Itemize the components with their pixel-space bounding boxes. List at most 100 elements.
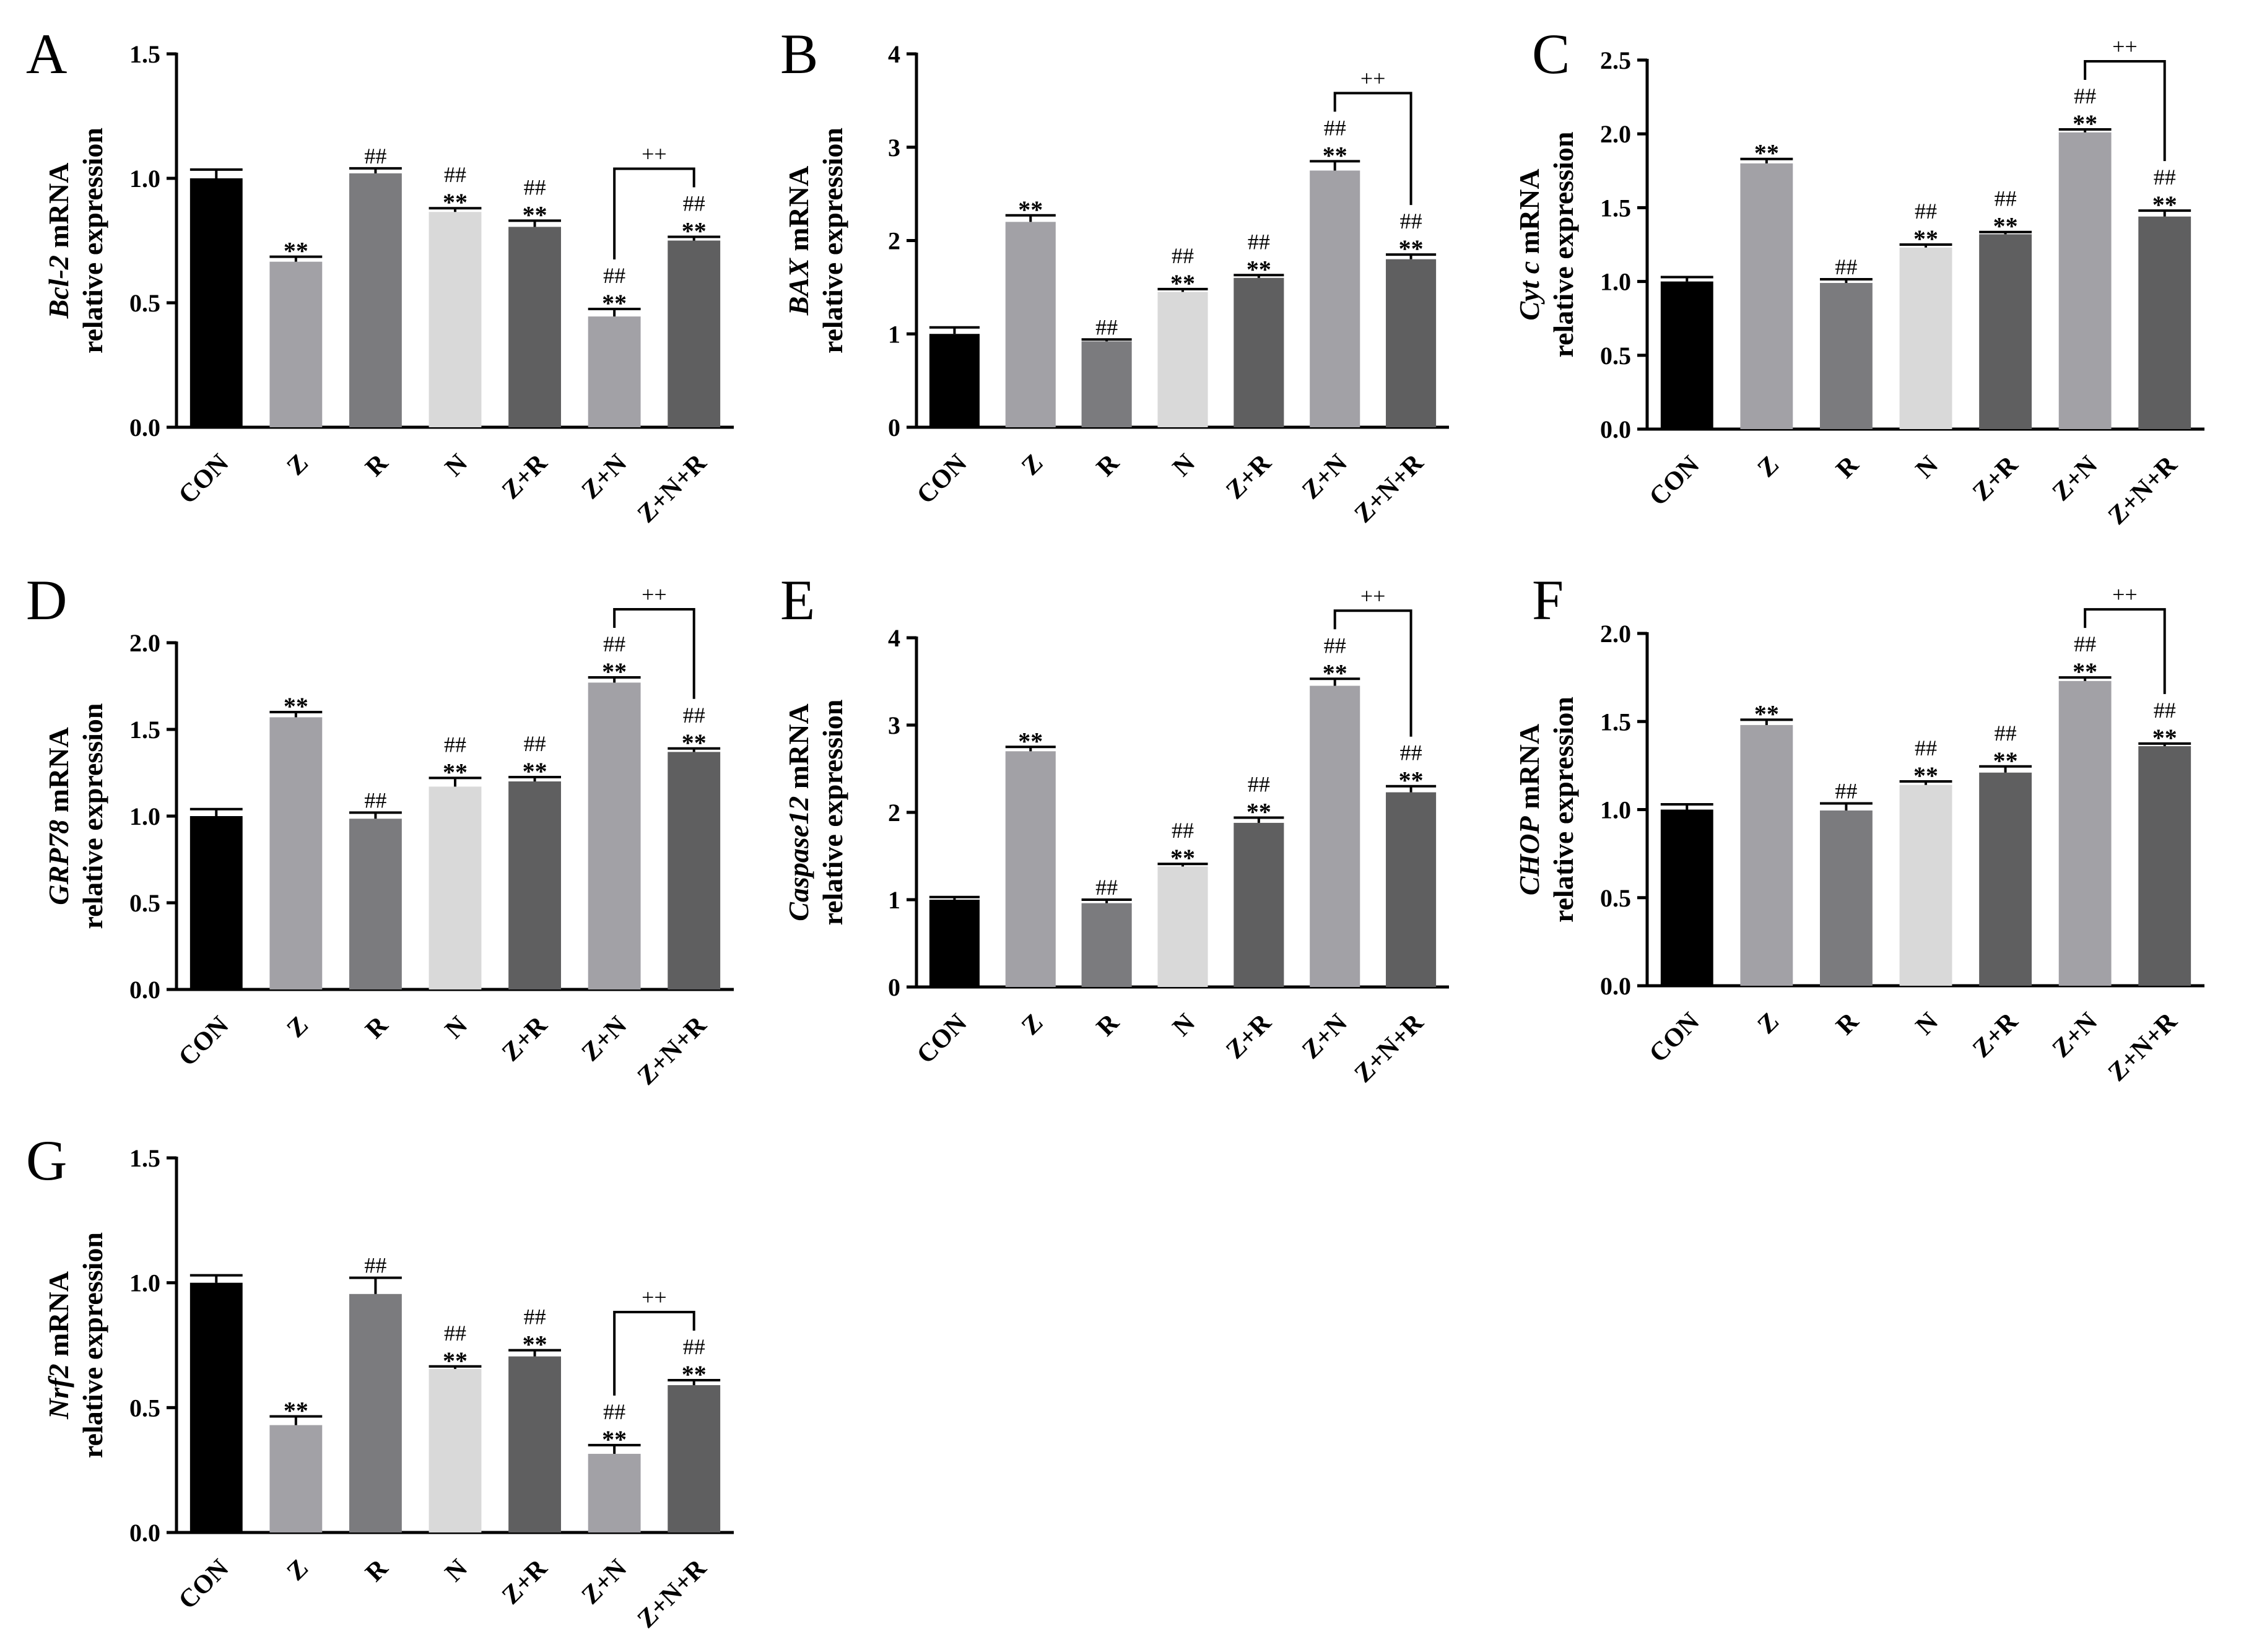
y-axis-label: Caspase12 mRNA [783, 703, 814, 921]
y-axis-label-line2: relative expression [1547, 697, 1579, 923]
category-label: Z+R [1221, 1008, 1277, 1064]
panel-letter: B [780, 22, 818, 85]
y-axis-label-suffix: mRNA [1513, 724, 1545, 816]
panel-f: F 0.0 0.5 1.0 1.5 2.0 CHOP mRNA relative expres… [1513, 568, 2204, 1087]
significance-stars: ** [1170, 269, 1195, 297]
significance-stars: ** [1993, 747, 2018, 775]
category-label: CON [173, 449, 235, 510]
significance-stars: ** [1754, 139, 1779, 167]
category-label: Z+N+R [1349, 1008, 1430, 1089]
bar-z [269, 261, 323, 427]
bracket-label: ++ [642, 141, 667, 166]
significance-stars: ** [1399, 235, 1424, 263]
significance-hashes: ## [364, 1253, 386, 1278]
category-label: CON [1644, 1007, 1705, 1069]
y-tick-label: 1.5 [1600, 194, 1631, 222]
y-tick-label: 0.5 [1600, 884, 1631, 912]
significance-stars: ** [1913, 762, 1938, 789]
category-label: CON [912, 449, 973, 510]
significance-stars: ** [443, 758, 468, 786]
y-tick-label: 1 [888, 320, 900, 348]
category-label: CON [173, 1554, 235, 1615]
category-label: R [1091, 448, 1125, 482]
significance-stars: ** [1170, 844, 1195, 872]
category-label: R [1831, 1007, 1865, 1040]
category-label: N [440, 449, 473, 482]
bar-z-n-r [668, 1385, 721, 1532]
bar-con [929, 334, 980, 427]
y-tick-label: 0.0 [129, 414, 160, 441]
significance-stars: ** [2073, 658, 2097, 685]
y-tick-label: 1 [888, 886, 900, 914]
significance-hashes: ## [1172, 818, 1194, 843]
comparison-bracket [613, 608, 695, 699]
significance-hashes: ## [364, 788, 386, 812]
y-tick-label: 1.0 [129, 1269, 160, 1297]
bar-z-n-r [1386, 792, 1437, 987]
bar-r [1081, 903, 1132, 987]
y-tick-label: 1.5 [129, 716, 160, 744]
category-label: Z+N [1297, 449, 1353, 505]
significance-hashes: ## [444, 732, 466, 757]
y-axis-label-suffix: mRNA [783, 703, 814, 796]
y-axis-label-suffix: mRNA [1513, 168, 1545, 261]
comparison-bracket [1333, 609, 1412, 737]
significance-stars: ** [1018, 196, 1043, 224]
y-tick-label: 0.0 [129, 976, 160, 1004]
bar-n [1157, 866, 1208, 987]
bar-z-r [508, 781, 561, 989]
panel-letter: D [26, 568, 67, 632]
bar-con [1660, 809, 1713, 986]
y-tick-label: 2 [888, 227, 900, 255]
panel-letter: C [1532, 22, 1570, 85]
bar-z [1740, 724, 1793, 986]
bar-z-n [588, 316, 641, 427]
category-label: Z+N+R [632, 448, 713, 529]
bar-n [1157, 292, 1208, 427]
bar-z-r [508, 1356, 561, 1532]
comparison-bracket [2084, 608, 2166, 694]
significance-hashes: ## [603, 263, 625, 288]
comparison-bracket [1333, 92, 1412, 206]
significance-hashes: ## [364, 144, 386, 168]
bar-z-r [508, 227, 561, 427]
significance-stars: ** [2152, 191, 2177, 219]
category-label: Z [1016, 449, 1048, 481]
significance-hashes: ## [2074, 84, 2096, 108]
bar-z [1740, 163, 1793, 429]
comparison-bracket [613, 167, 695, 260]
significance-stars: ** [2152, 724, 2177, 752]
significance-hashes: ## [1400, 741, 1422, 765]
bar-con [189, 178, 243, 427]
bar-n [429, 212, 482, 427]
y-tick-label: 4 [888, 40, 900, 68]
y-tick-label: 0.0 [1600, 415, 1631, 443]
category-label: Z+N+R [632, 1011, 713, 1091]
significance-hashes: ## [1400, 209, 1422, 233]
bar-z-n [588, 1453, 641, 1532]
significance-hashes: ## [683, 703, 705, 728]
significance-hashes: ## [524, 1305, 546, 1329]
category-label: Z+N [577, 1011, 633, 1067]
y-axis-label-suffix: mRNA [43, 727, 74, 819]
bracket-label: ++ [2112, 34, 2138, 59]
bar-r [1820, 810, 1873, 986]
significance-stars: ** [602, 289, 627, 317]
y-tick-label: 2 [888, 799, 900, 827]
y-tick-label: 2.0 [1600, 120, 1631, 148]
bar-z-r [1234, 277, 1284, 427]
category-label: R [1091, 1008, 1125, 1041]
bar-z-n [2058, 132, 2112, 430]
significance-hashes: ## [603, 1399, 625, 1424]
significance-hashes: ## [1915, 736, 1937, 760]
bar-z-n [1310, 170, 1360, 427]
significance-hashes: ## [1915, 199, 1937, 224]
bar-r [1081, 341, 1132, 427]
significance-hashes: ## [1095, 875, 1118, 900]
significance-stars: ** [602, 1425, 627, 1453]
bar-z [269, 717, 323, 989]
y-tick-label: 1.5 [129, 1144, 160, 1172]
category-label: Z+R [497, 1554, 553, 1610]
y-axis-label-gene: CHOP [1513, 815, 1545, 895]
